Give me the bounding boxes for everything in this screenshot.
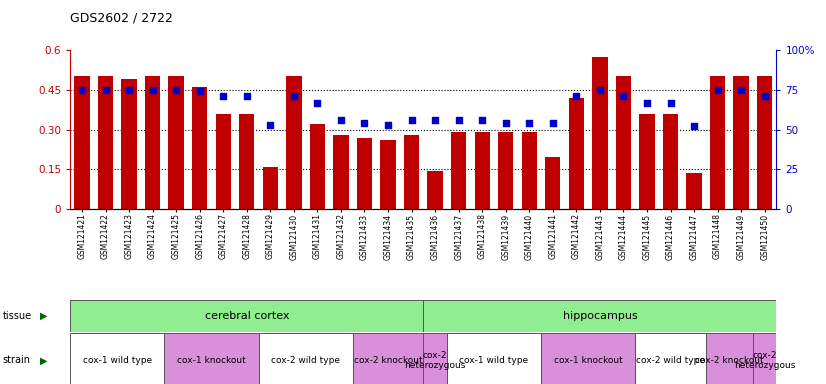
- Point: [617, 93, 630, 99]
- Text: ▶: ▶: [40, 311, 47, 321]
- Point: [122, 87, 135, 93]
- Bar: [615, 76, 631, 209]
- Bar: [164, 333, 259, 384]
- Point: [146, 87, 159, 93]
- Point: [193, 88, 206, 94]
- Point: [546, 120, 559, 126]
- Bar: [568, 98, 584, 209]
- Point: [476, 117, 489, 123]
- Point: [358, 120, 371, 126]
- Point: [758, 93, 771, 99]
- Bar: [423, 333, 447, 384]
- Point: [216, 93, 230, 99]
- Point: [523, 120, 536, 126]
- Bar: [662, 114, 678, 209]
- Bar: [286, 76, 301, 209]
- Bar: [447, 333, 541, 384]
- Point: [405, 117, 418, 123]
- Text: tissue: tissue: [2, 311, 31, 321]
- Point: [640, 99, 653, 106]
- Bar: [74, 76, 90, 209]
- Bar: [427, 171, 443, 209]
- Bar: [710, 76, 725, 209]
- Bar: [705, 333, 753, 384]
- Bar: [474, 132, 490, 209]
- Point: [734, 87, 748, 93]
- Bar: [733, 76, 749, 209]
- Bar: [686, 174, 702, 209]
- Bar: [192, 87, 207, 209]
- Bar: [263, 167, 278, 209]
- Point: [452, 117, 465, 123]
- Bar: [592, 56, 608, 209]
- Bar: [521, 132, 537, 209]
- Bar: [353, 333, 423, 384]
- Text: cox-1 knockout: cox-1 knockout: [177, 356, 246, 365]
- Bar: [357, 137, 373, 209]
- Point: [169, 87, 183, 93]
- Bar: [310, 124, 325, 209]
- Bar: [380, 140, 396, 209]
- Point: [429, 117, 442, 123]
- Point: [499, 120, 512, 126]
- Text: cox-1 knockout: cox-1 knockout: [553, 356, 623, 365]
- Point: [287, 93, 301, 99]
- Text: cox-2
heterozygous: cox-2 heterozygous: [405, 351, 466, 370]
- Point: [711, 87, 724, 93]
- Bar: [70, 333, 164, 384]
- Point: [99, 87, 112, 93]
- Text: cerebral cortex: cerebral cortex: [205, 311, 289, 321]
- Point: [664, 99, 677, 106]
- Bar: [239, 114, 254, 209]
- Bar: [545, 157, 561, 209]
- Bar: [404, 135, 420, 209]
- Bar: [757, 76, 772, 209]
- Text: cox-2 wild type: cox-2 wild type: [636, 356, 705, 365]
- Point: [593, 87, 606, 93]
- Point: [382, 122, 395, 128]
- Point: [240, 93, 254, 99]
- Text: hippocampus: hippocampus: [563, 311, 637, 321]
- Bar: [216, 114, 231, 209]
- Text: ▶: ▶: [40, 355, 47, 366]
- Bar: [423, 300, 776, 332]
- Bar: [333, 135, 349, 209]
- Text: cox-2 wild type: cox-2 wild type: [271, 356, 340, 365]
- Bar: [97, 76, 113, 209]
- Text: GDS2602 / 2722: GDS2602 / 2722: [70, 12, 173, 25]
- Text: cox-2 knockout: cox-2 knockout: [695, 356, 764, 365]
- Text: cox-2
heterozygous: cox-2 heterozygous: [734, 351, 795, 370]
- Bar: [70, 300, 423, 332]
- Bar: [145, 76, 160, 209]
- Text: cox-1 wild type: cox-1 wild type: [83, 356, 152, 365]
- Bar: [451, 132, 467, 209]
- Point: [75, 87, 88, 93]
- Point: [687, 123, 700, 129]
- Bar: [541, 333, 635, 384]
- Bar: [259, 333, 353, 384]
- Point: [570, 93, 583, 99]
- Text: cox-1 wild type: cox-1 wild type: [459, 356, 529, 365]
- Point: [311, 99, 324, 106]
- Point: [335, 117, 348, 123]
- Point: [263, 122, 277, 128]
- Bar: [639, 114, 655, 209]
- Bar: [169, 76, 184, 209]
- Bar: [752, 333, 776, 384]
- Bar: [498, 132, 514, 209]
- Bar: [121, 79, 137, 209]
- Text: strain: strain: [2, 355, 31, 366]
- Bar: [635, 333, 705, 384]
- Text: cox-2 knockout: cox-2 knockout: [354, 356, 422, 365]
